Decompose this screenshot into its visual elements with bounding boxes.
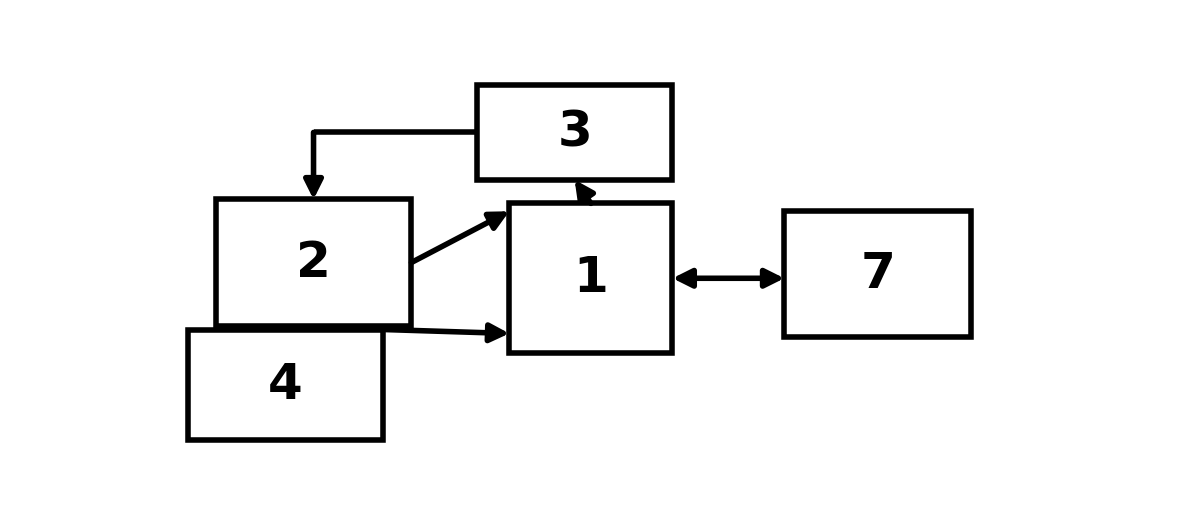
Bar: [509, 203, 672, 353]
Text: 4: 4: [268, 361, 303, 409]
Text: 2: 2: [296, 239, 331, 287]
Text: 7: 7: [860, 250, 895, 298]
Bar: [215, 199, 411, 326]
Bar: [784, 211, 971, 337]
Bar: [476, 85, 672, 180]
Text: 1: 1: [574, 254, 609, 302]
Bar: [188, 330, 384, 440]
Text: 3: 3: [557, 109, 592, 156]
